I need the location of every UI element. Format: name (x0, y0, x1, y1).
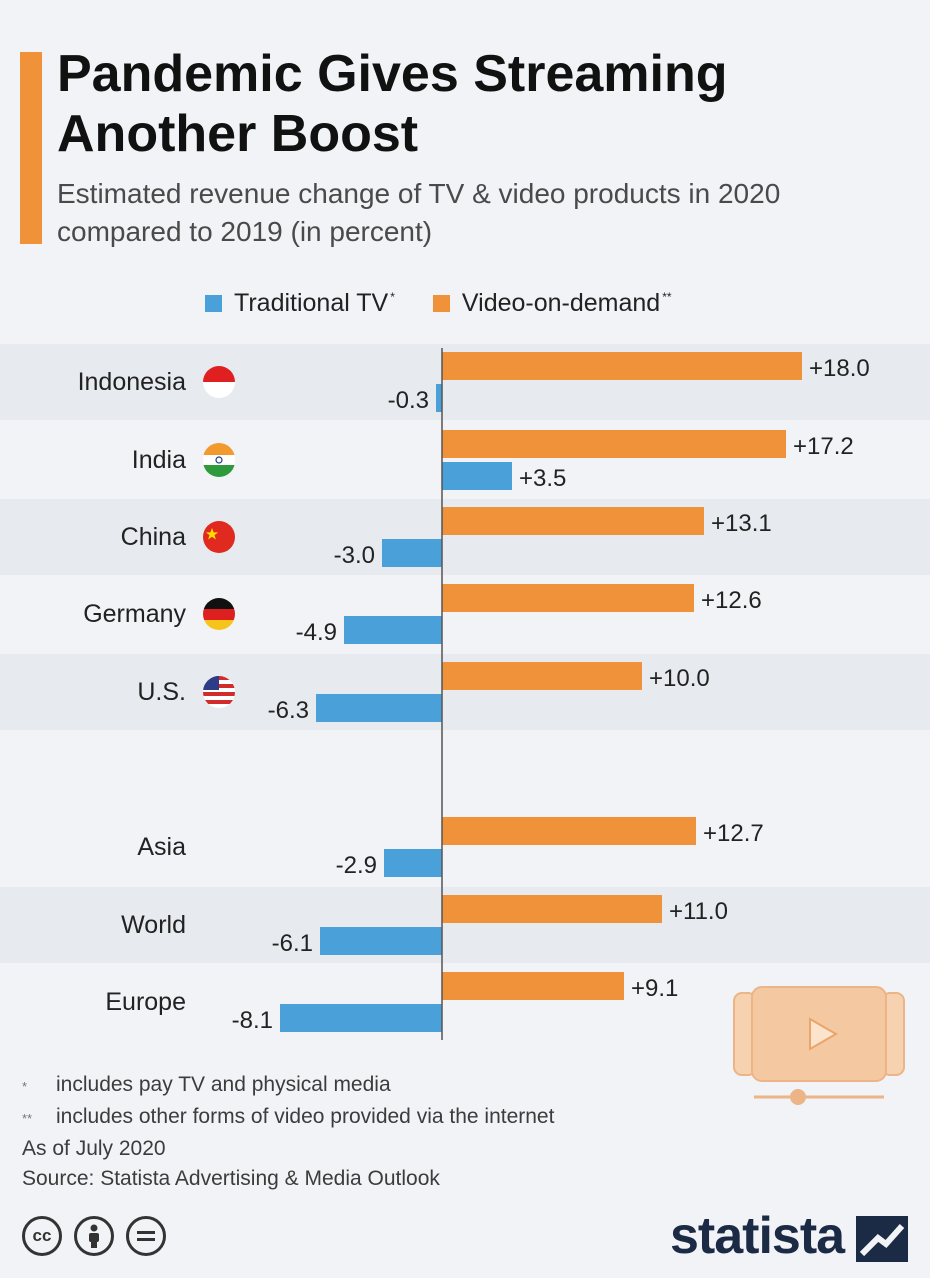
value-label-traditional-tv-u-s: -6.3 (268, 697, 309, 724)
us-flag-icon (203, 676, 235, 708)
bar-video-on-demand-indonesia (442, 352, 802, 380)
no-derivatives-icon[interactable] (126, 1216, 166, 1256)
category-label-world: World (121, 911, 186, 939)
china-flag-icon (203, 521, 235, 553)
category-label-indonesia: Indonesia (78, 368, 187, 396)
footnote-mark-1: * (22, 1079, 28, 1094)
bar-video-on-demand-world (442, 895, 662, 923)
bar-video-on-demand-china (442, 507, 704, 535)
footnotes: * includes pay TV and physical media ** in… (22, 1070, 554, 1194)
legend-item-video-on-demand: Video-on-demand ** (432, 288, 672, 318)
indonesia-flag-icon (203, 366, 235, 398)
chart-subtitle: Estimated revenue change of TV & video p… (57, 178, 781, 247)
category-label-india: India (132, 446, 186, 474)
value-label-traditional-tv-indonesia: -0.3 (388, 387, 429, 414)
legend-item-traditional-tv: Traditional TV * (205, 289, 395, 318)
creative-commons-icon[interactable]: cc (22, 1216, 62, 1256)
attribution-icon[interactable] (74, 1216, 114, 1256)
legend-label-traditional-tv: Traditional TV (234, 288, 389, 317)
value-label-video-on-demand-europe: +9.1 (631, 975, 678, 1002)
source-note: Source: Statista Advertising & Media Out… (22, 1167, 440, 1190)
bar-video-on-demand-u-s (442, 662, 642, 690)
category-label-europe: Europe (105, 988, 186, 1016)
bar-chart: Indonesia +18.0 -0.3 India +17.2 +3.5 China +13… (0, 344, 930, 1040)
legend: Traditional TV * Video-on-demand ** (205, 286, 710, 320)
chart-title: Pandemic Gives Streaming Another Boost (57, 45, 728, 163)
category-label-u-s: U.S. (137, 678, 186, 706)
value-label-video-on-demand-indonesia: +18.0 (809, 355, 870, 382)
bar-traditional-tv-europe (280, 1004, 442, 1032)
bar-traditional-tv-china (382, 539, 442, 567)
bar-traditional-tv-asia (384, 849, 442, 877)
category-label-china: China (121, 523, 186, 551)
value-label-video-on-demand-germany: +12.6 (701, 587, 762, 614)
bar-traditional-tv-u-s (316, 694, 442, 722)
legend-swatch-traditional-tv (205, 294, 222, 312)
bar-video-on-demand-asia (442, 817, 696, 845)
value-label-video-on-demand-world: +11.0 (669, 898, 728, 925)
bar-traditional-tv-indonesia (436, 384, 442, 412)
value-label-traditional-tv-world: -6.1 (272, 930, 313, 957)
legend-label-video-on-demand: Video-on-demand (461, 288, 661, 317)
value-label-traditional-tv-europe: -8.1 (232, 1007, 273, 1034)
india-flag-icon (203, 442, 235, 478)
title-accent-bar (20, 52, 42, 244)
legend-swatch-video-on-demand (432, 294, 450, 312)
footnote-2: ** includes other forms of video provided… (22, 1102, 554, 1134)
statista-logo-icon[interactable] (856, 1216, 908, 1262)
license-icons: cc (22, 1216, 178, 1256)
value-label-traditional-tv-asia: -2.9 (336, 852, 377, 879)
legend-mark-video-on-demand: ** (662, 290, 672, 305)
value-label-video-on-demand-u-s: +10.0 (649, 665, 710, 692)
legend-mark-traditional-tv: * (390, 290, 395, 305)
value-label-traditional-tv-china: -3.0 (334, 542, 375, 569)
bar-video-on-demand-india (442, 430, 786, 458)
value-label-video-on-demand-asia: +12.7 (703, 820, 764, 847)
footnote-mark-2: ** (22, 1111, 33, 1126)
bar-traditional-tv-world (320, 927, 442, 955)
value-label-traditional-tv-india: +3.5 (519, 465, 566, 492)
germany-flag-icon (203, 598, 235, 630)
as-of-date: As of July 2020 (22, 1137, 166, 1160)
bar-video-on-demand-germany (442, 584, 694, 612)
category-label-asia: Asia (137, 833, 186, 861)
video-player-icon (733, 986, 905, 1105)
footnote-1: * includes pay TV and physical media (22, 1070, 554, 1102)
bar-video-on-demand-europe (442, 972, 624, 1000)
category-label-germany: Germany (83, 600, 186, 628)
statista-logo-text[interactable]: statista (670, 1207, 845, 1265)
value-label-video-on-demand-india: +17.2 (793, 433, 854, 460)
value-label-traditional-tv-germany: -4.9 (296, 619, 337, 646)
value-label-video-on-demand-china: +13.1 (711, 510, 772, 537)
bar-traditional-tv-india (442, 462, 512, 490)
bar-traditional-tv-germany (344, 616, 442, 644)
